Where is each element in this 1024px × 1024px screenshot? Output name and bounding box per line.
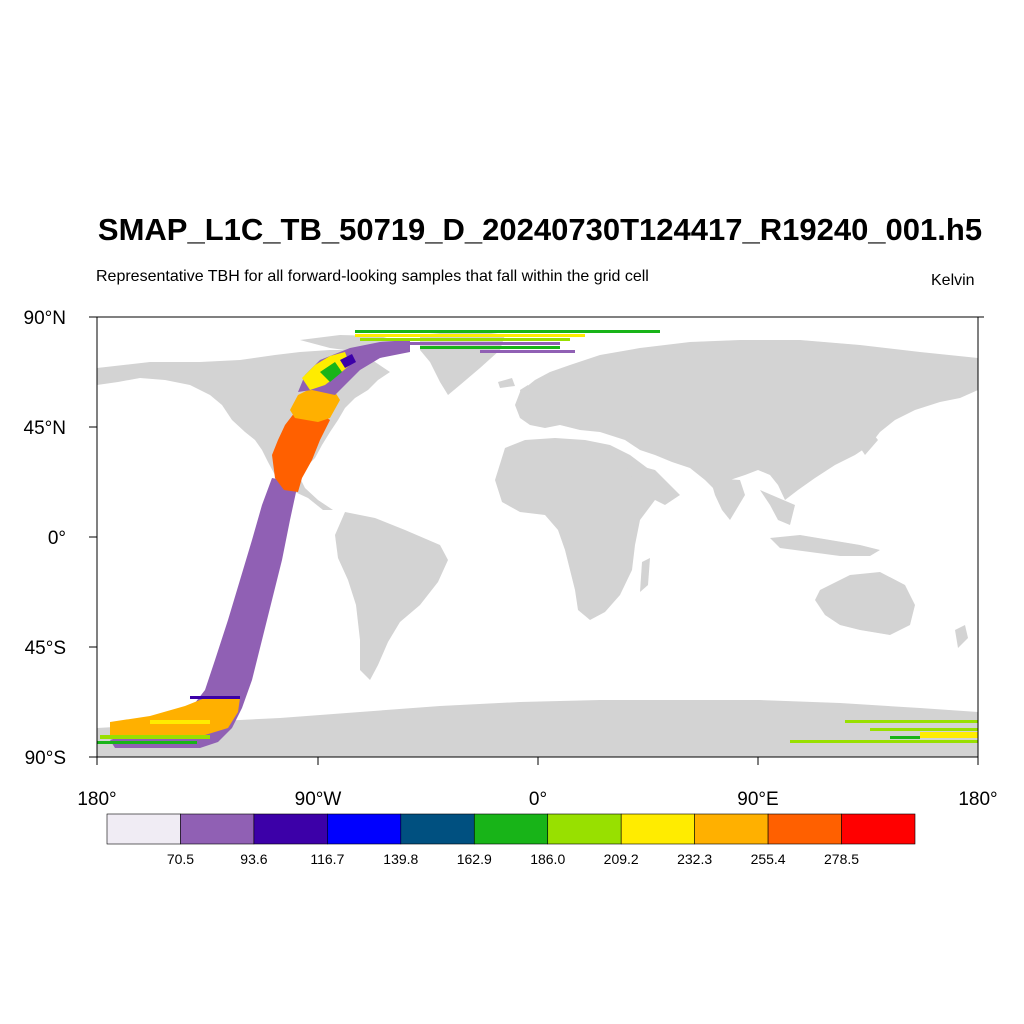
british-isles [520, 385, 530, 405]
colorbar-label: 70.5 [167, 851, 194, 867]
colorbar: 70.5 93.6 116.7 139.8 162.9 186.0 209.2 232.3 25… [106, 813, 916, 867]
y-ticks [89, 316, 984, 758]
colorbar-swatch [473, 813, 549, 845]
colorbar-swatch [106, 813, 181, 845]
x-tick-label: 0° [529, 789, 547, 810]
southeast-asia [760, 490, 795, 525]
madagascar [640, 558, 650, 592]
colorbar-swatch [400, 813, 475, 845]
x-tick-label: 90°E [737, 789, 778, 810]
colorbar-swatch [841, 813, 916, 845]
africa [495, 438, 665, 620]
colorbar-label: 93.6 [240, 851, 267, 867]
swath-arctic-green [320, 362, 342, 382]
colorbar-label: 162.9 [457, 851, 492, 867]
x-tick-label: 90°W [295, 789, 342, 810]
colorbar-label: 278.5 [824, 851, 859, 867]
swath-ocean [110, 478, 298, 748]
swath-namerica-amber [290, 388, 340, 422]
y-tick-label: 90°S [25, 748, 66, 769]
colorbar-swatch [620, 813, 695, 845]
colorbar-label: 116.7 [310, 851, 344, 867]
swath-antarctic-orange [110, 698, 240, 738]
swath-streak-1 [355, 330, 660, 333]
x-tick-label: 180° [958, 789, 997, 810]
swath-arctic-blue [340, 354, 356, 368]
y-tick-label: 0° [48, 528, 66, 549]
indonesia [770, 535, 880, 556]
swath-east-streak-2 [870, 728, 978, 731]
swath-streak-5 [420, 346, 560, 349]
swath-streak-6 [480, 350, 575, 353]
units-label: Kelvin [931, 272, 975, 289]
swath-streak-3 [360, 338, 570, 341]
new-zealand [955, 625, 968, 648]
y-tick-label: 45°N [24, 418, 66, 439]
colorbar-label: 255.4 [751, 851, 786, 867]
antarctica [97, 700, 978, 757]
colorbar-label: 232.3 [677, 851, 712, 867]
colorbar-label: 139.8 [383, 851, 418, 867]
australia [815, 572, 915, 635]
south-america [335, 512, 448, 680]
japan [855, 430, 878, 455]
swath-namerica-orange [272, 412, 330, 492]
plot-subtitle: Representative TBH for all forward-looki… [96, 268, 649, 285]
swath-antarctic-blue [190, 696, 240, 699]
swath-streak-4 [380, 342, 560, 345]
map-area [97, 317, 978, 757]
swath-streak-2 [355, 334, 585, 337]
arabia [625, 462, 680, 505]
plot-title: SMAP_L1C_TB_50719_D_20240730T124417_R192… [97, 212, 983, 247]
iceland [498, 378, 515, 388]
colorbar-label: 186.0 [530, 851, 565, 867]
y-tick-label: 90°N [24, 308, 66, 329]
india [710, 478, 745, 520]
swath-east-streak-5 [890, 736, 920, 739]
colorbar-swatch [694, 813, 769, 845]
colorbar-swatch [547, 813, 622, 845]
swath-antarctic-green-2 [97, 741, 197, 744]
swath-east-streak-4 [790, 740, 978, 743]
swath-data [97, 330, 978, 748]
colorbar-swatch [180, 813, 255, 845]
eurasia [515, 340, 978, 500]
swath-east-streak-1 [845, 720, 978, 723]
x-tick-label: 180° [77, 789, 116, 810]
x-ticks [96, 757, 979, 765]
swath-east-streak-3 [920, 732, 978, 738]
colorbar-swatch [253, 813, 328, 845]
colorbar-label: 209.2 [604, 851, 639, 867]
colorbar-swatch [767, 813, 842, 845]
swath-antarctic-green-1 [100, 735, 210, 739]
colorbar-swatch [327, 813, 402, 845]
swath-antarctic-yellow [150, 720, 210, 724]
y-tick-label: 45°S [25, 638, 66, 659]
